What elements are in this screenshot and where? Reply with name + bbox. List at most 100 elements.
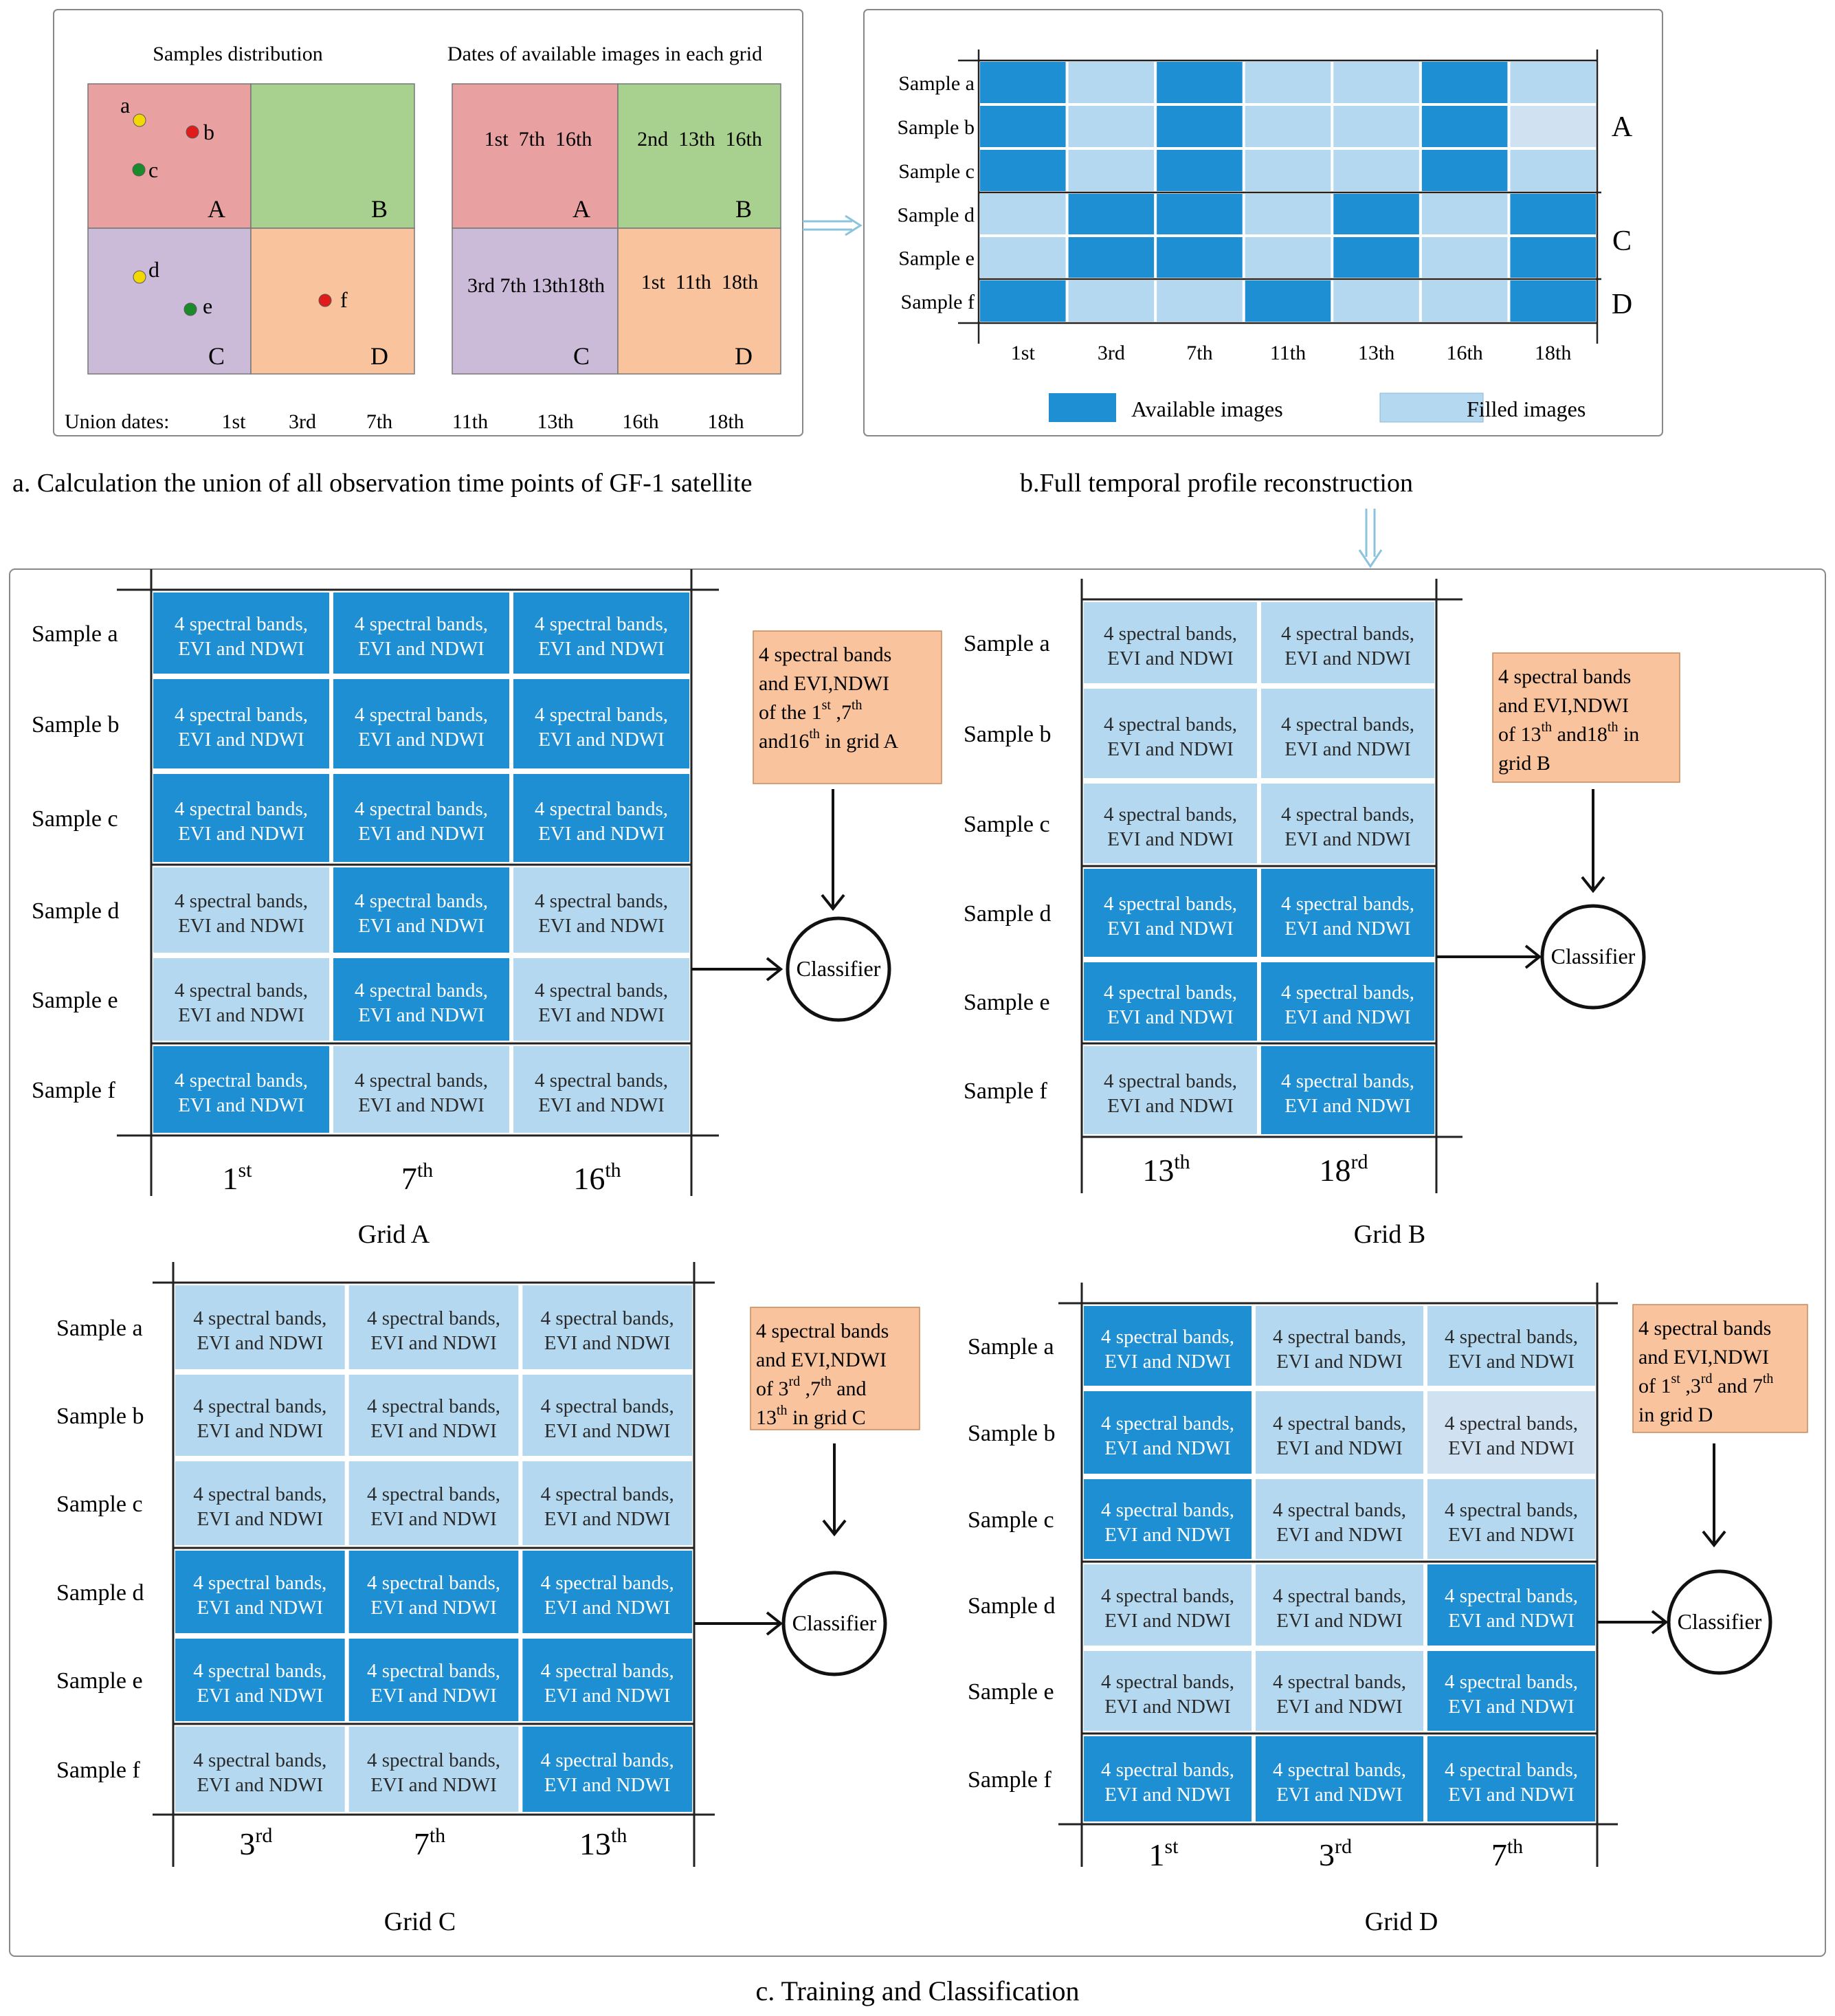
filled-image-cell — [1068, 62, 1155, 103]
cell-line-1: 4 spectral bands, — [355, 1070, 488, 1092]
cell-line-2: EVI and NDWI — [1107, 1095, 1234, 1117]
feature-note-line: and EVI,NDWI — [1638, 1346, 1769, 1369]
filled-feature-cell — [1084, 784, 1257, 863]
union-date: 11th — [452, 410, 488, 433]
available-feature-cell — [513, 679, 689, 768]
grid-row-label: Sample f — [964, 1078, 1047, 1104]
available-image-cell — [1068, 237, 1155, 278]
panel-b-group-d: D — [1612, 289, 1632, 320]
feature-note-line: of 1st ,3rd and 7th — [1638, 1371, 1773, 1397]
cell-line-1: 4 spectral bands, — [535, 979, 668, 1001]
sample-b-dot — [186, 125, 199, 139]
filled-feature-cell — [513, 958, 689, 1041]
filled-feature-cell — [348, 1285, 519, 1369]
cell-line-1: 4 spectral bands, — [535, 798, 668, 820]
filled-feature-cell — [175, 1727, 345, 1812]
panel-a-caption: a. Calculation the union of all observat… — [12, 469, 752, 498]
grid-name: Grid C — [384, 1907, 456, 1936]
grid-row-label: Sample e — [964, 990, 1050, 1015]
available-feature-cell — [1084, 1306, 1252, 1386]
legend-filled-swatch — [1379, 392, 1484, 423]
grid-lines — [1058, 1283, 1618, 1867]
available-image-cell — [1157, 62, 1243, 103]
filled-feature-cell — [1261, 689, 1434, 778]
cell-line-1: 4 spectral bands, — [1104, 713, 1237, 735]
filled-feature-cell — [175, 1375, 345, 1456]
union-date: 3rd — [289, 410, 316, 433]
cell-line-1: 4 spectral bands, — [367, 1660, 500, 1682]
cell-line-2: EVI and NDWI — [1104, 1351, 1231, 1373]
available-feature-cell — [153, 592, 329, 674]
available-image-cell — [980, 62, 1066, 103]
available-image-cell — [1510, 237, 1596, 278]
classifier-node — [1540, 904, 1646, 1010]
cell-line-1: 4 spectral bands, — [355, 798, 488, 820]
cell-line-1: 4 spectral bands, — [541, 1749, 674, 1771]
available-image-cell — [1510, 280, 1596, 322]
cell-line-2: EVI and NDWI — [197, 1332, 324, 1354]
grid-row-label: Sample d — [968, 1593, 1055, 1619]
cell-line-1: 4 spectral bands, — [175, 1070, 308, 1092]
cell-line-2: EVI and NDWI — [197, 1774, 324, 1796]
panel-c-caption: c. Training and Classification — [755, 1975, 1079, 2006]
cell-line-2: EVI and NDWI — [538, 638, 665, 660]
available-feature-cell — [348, 1551, 519, 1633]
sample-a-dot — [133, 113, 146, 127]
cell-line-1: 4 spectral bands, — [1281, 982, 1414, 1004]
sample-d-dot — [133, 270, 146, 284]
sample-f-dot — [318, 293, 332, 307]
grid-name: Grid A — [358, 1220, 430, 1249]
available-image-cell — [1157, 194, 1243, 234]
available-image-cell — [1421, 150, 1508, 191]
cell-line-2: EVI and NDWI — [538, 1094, 665, 1116]
available-feature-cell — [348, 1639, 519, 1721]
cell-line-2: EVI and NDWI — [1276, 1610, 1403, 1632]
filled-feature-cell — [1427, 1306, 1595, 1386]
panel-b-grid-lines — [958, 49, 1601, 344]
feature-note-line: 4 spectral bands — [756, 1320, 889, 1342]
cell-line-2: EVI and NDWI — [178, 915, 304, 937]
union-date: 1st — [221, 410, 246, 433]
available-feature-cell — [1261, 1046, 1434, 1134]
cell-line-2: EVI and NDWI — [358, 729, 485, 751]
available-feature-cell — [333, 867, 509, 953]
panel-b-caption: b.Full temporal profile reconstruction — [1020, 469, 1413, 498]
feature-note-line: and EVI,NDWI — [759, 672, 889, 695]
cell-line-1: 4 spectral bands, — [193, 1395, 326, 1417]
panel-b: Sample a Sample b Sample c Sample d Sample e… — [863, 9, 1663, 436]
cell-line-1: 4 spectral bands, — [1101, 1671, 1234, 1693]
cell-line-2: EVI and NDWI — [358, 915, 485, 937]
cell-line-2: EVI and NDWI — [178, 1094, 304, 1116]
grid-c-block: Sample a Sample b Sample c Sample d Sample e… — [56, 1262, 920, 1936]
cell-line-2: EVI and NDWI — [197, 1508, 324, 1530]
grid-row-label: Sample d — [32, 898, 119, 924]
cell-line-1: 4 spectral bands, — [193, 1307, 326, 1329]
classifier-label: Classifier — [1678, 1609, 1762, 1634]
feature-note-line: and16th in grid A — [759, 727, 898, 753]
legend-filled-label: Filled images — [1467, 397, 1586, 421]
dates-grid-d-dates: 1st 11th 18th — [641, 271, 759, 293]
cell-line-2: EVI and NDWI — [1104, 1524, 1231, 1546]
available-feature-cell — [333, 774, 509, 862]
grid-row-label: Sample c — [964, 812, 1050, 837]
grid-row-label: Sample b — [56, 1404, 144, 1429]
cell-line-2: EVI and NDWI — [1107, 1006, 1234, 1028]
filled-feature-cell — [1084, 602, 1257, 683]
filled-image-cell — [1510, 150, 1596, 191]
panel-b-row-label: Sample f — [901, 291, 975, 313]
available-feature-cell — [333, 958, 509, 1041]
sample-grid-d-letter: D — [370, 342, 388, 370]
feature-note-line: grid B — [1498, 752, 1550, 775]
cell-line-1: 4 spectral bands, — [1101, 1413, 1234, 1435]
available-image-cell — [1421, 106, 1508, 147]
feature-note-line: of the 1st ,7th — [759, 698, 863, 724]
grid-row-label: Sample f — [56, 1758, 140, 1783]
cell-line-1: 4 spectral bands, — [1104, 982, 1237, 1004]
filled-feature-cell — [1256, 1651, 1423, 1731]
cell-line-2: EVI and NDWI — [1284, 738, 1411, 760]
filled-feature-cell — [175, 1285, 345, 1369]
cell-line-2: EVI and NDWI — [197, 1685, 324, 1707]
cell-line-1: 4 spectral bands, — [355, 704, 488, 726]
filled-feature-cell — [522, 1375, 692, 1456]
cell-line-2: EVI and NDWI — [358, 638, 485, 660]
